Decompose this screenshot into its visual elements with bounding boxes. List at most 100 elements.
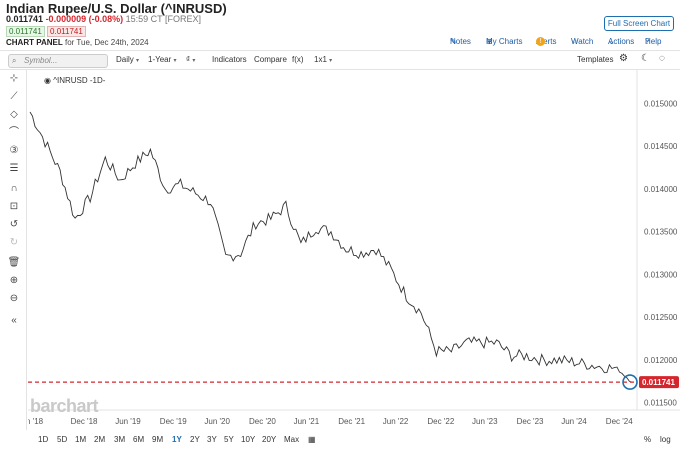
trash-icon[interactable]: 🗑 [7, 257, 21, 268]
range-button-10y[interactable]: 10Y [241, 435, 256, 444]
range-button-20y[interactable]: 20Y [262, 435, 277, 444]
chevron-down-icon: ▾ [329, 58, 333, 64]
x-tick-label: Dec '23 [517, 417, 544, 426]
fx-button[interactable]: f(x) [292, 55, 304, 64]
y-tick-label: 0.012000 [644, 356, 678, 365]
eye-icon: ◉ [44, 76, 51, 85]
fibonacci-tool-icon[interactable]: ☰ [9, 163, 19, 174]
bid-badge: 0.011741 [6, 26, 45, 37]
x-tick-label: n '18 [28, 417, 44, 426]
help-label: Help [645, 37, 662, 46]
chart-type-dropdown[interactable]: ₫ ▾ [186, 55, 195, 64]
x-tick-label: Jun '20 [204, 417, 230, 426]
range-button-3m[interactable]: 3M [114, 435, 126, 444]
x-tick-label: Jun '22 [383, 417, 409, 426]
range-button-3y[interactable]: 3Y [207, 435, 217, 444]
x-tick-label: Jun '19 [115, 417, 141, 426]
undo-icon[interactable]: ↺ [9, 219, 19, 230]
zoom-in-icon[interactable]: ⊕ [9, 275, 19, 286]
chart-panel-date: for Tue, Dec 24th, 2024 [64, 38, 149, 47]
y-tick-label: 0.014000 [644, 185, 678, 194]
y-tick-label: 0.012500 [644, 313, 678, 322]
range-button-9m[interactable]: 9M [152, 435, 164, 444]
x-tick-label: Jun '21 [294, 417, 320, 426]
range-button-1m[interactable]: 1M [75, 435, 87, 444]
actions-label: Actions [608, 37, 635, 46]
settings-gear-icon[interactable]: ⚙ [619, 53, 628, 64]
range-button-5d[interactable]: 5D [57, 435, 68, 444]
scale-option-log[interactable]: log [660, 435, 671, 444]
calendar-icon[interactable]: ▦ [308, 435, 316, 444]
chart-toolbar: ⌕ Symbol... Daily ▾ 1-Year ▾ ₫ ▾ Indicat… [0, 50, 680, 70]
chevron-down-icon: ⌄ [608, 37, 615, 46]
my-charts-label: My Charts [486, 37, 523, 46]
barchart-watermark: barchart [30, 396, 99, 416]
alert-icon: ! [536, 37, 545, 46]
interval-label: Daily [116, 55, 134, 64]
star-icon: ☆ [571, 37, 579, 46]
arc-tool-icon[interactable]: ⌒ [9, 127, 19, 138]
price-series-line [29, 111, 633, 383]
period-dropdown[interactable]: 1-Year ▾ [148, 55, 177, 64]
chart-legend: ◉ ^INRUSD -1D- [44, 76, 105, 85]
top-links: Notes ✎ My Charts ⊕ Alerts ! Watch ☆ Act… [450, 37, 676, 49]
pattern-tool-icon[interactable]: ③ [9, 145, 19, 156]
theme-toggle-icon[interactable]: ☾ [641, 53, 650, 64]
x-tick-label: Dec '21 [338, 417, 365, 426]
range-button-2y[interactable]: 2Y [190, 435, 200, 444]
search-icon: ⌕ [12, 56, 17, 65]
chevron-down-icon: ▾ [136, 58, 140, 64]
lock-icon[interactable]: ⊡ [9, 201, 19, 212]
candlestick-icon: ₫ [186, 55, 191, 64]
range-button-5y[interactable]: 5Y [224, 435, 234, 444]
chart-legend-label: ^INRUSD -1D- [53, 76, 106, 85]
x-tick-label: Jun '24 [561, 417, 587, 426]
add-circle-icon: ⊕ [486, 37, 493, 46]
price-change: -0.000009 (-0.08%) [45, 14, 124, 24]
price-chart-svg: 0.015000 0.014500 0.014000 0.013500 0.013000… [28, 70, 680, 426]
layout-label: 1x1 [314, 55, 327, 64]
y-tick-label: 0.013000 [644, 270, 678, 279]
crosshair-tool-icon[interactable]: ⊹ [9, 73, 19, 84]
zoom-out-icon[interactable]: ⊖ [9, 293, 19, 304]
chevron-down-icon: ▾ [192, 58, 196, 64]
y-tick-label: 0.013500 [644, 228, 678, 237]
layout-dropdown[interactable]: 1x1 ▾ [314, 55, 332, 64]
magnet-icon[interactable]: ∩ [10, 183, 18, 194]
redo-icon[interactable]: ↻ [9, 237, 19, 248]
collapse-sidebar-icon[interactable]: « [11, 315, 17, 326]
last-price: 0.011741 [6, 14, 44, 24]
range-bar: 1D 5D 1M 2M 3M 6M 9M 1Y 2Y 3Y 5Y 10Y 20Y Max ▦% log [0, 430, 680, 450]
interval-dropdown[interactable]: Daily ▾ [116, 55, 139, 64]
quote-time: 15:59 CT [FOREX] [125, 14, 201, 24]
y-tick-label: 0.015000 [644, 99, 678, 108]
price-chart[interactable]: 0.015000 0.014500 0.014000 0.013500 0.013000… [28, 70, 680, 430]
y-tick-label: 0.011500 [644, 399, 677, 408]
help-icon: ? [645, 37, 650, 46]
range-button-1d[interactable]: 1D [38, 435, 49, 444]
x-tick-label: Dec '20 [249, 417, 276, 426]
watch-label: Watch [571, 37, 594, 46]
y-tick-label: 0.014500 [644, 142, 678, 151]
symbol-search-input[interactable]: ⌕ Symbol... [8, 54, 108, 68]
indicators-button[interactable]: Indicators [212, 55, 247, 64]
range-button-2m[interactable]: 2M [94, 435, 106, 444]
chart-menu-icon[interactable]: ◌ [659, 53, 665, 64]
drawing-tools-sidebar: ⊹ ⟋ ◇ ⌒ ③ ☰ ∩ ⊡ ↺ ↻ 🗑 ⊕ ⊖ « [0, 70, 27, 430]
trendline-tool-icon[interactable]: ⟋ [10, 91, 18, 102]
scale-option-percent[interactable]: % [644, 435, 652, 444]
last-price-marker[interactable] [622, 374, 638, 390]
range-button-6m[interactable]: 6M [133, 435, 145, 444]
notes-label: Notes [450, 37, 471, 46]
range-button-max[interactable]: Max [284, 435, 300, 444]
compare-button[interactable]: Compare [254, 55, 287, 64]
full-screen-chart-button[interactable]: Full Screen Chart [604, 16, 674, 31]
templates-button[interactable]: Templates [577, 55, 614, 64]
shape-tool-icon[interactable]: ◇ [10, 109, 18, 120]
chart-panel-label: CHART PANEL for Tue, Dec 24th, 2024 [6, 38, 149, 47]
x-tick-label: Dec '19 [160, 417, 187, 426]
symbol-placeholder: Symbol... [24, 56, 58, 65]
range-button-1y[interactable]: 1Y [172, 435, 182, 444]
x-tick-label: Dec '22 [427, 417, 454, 426]
period-label: 1-Year [148, 55, 172, 64]
